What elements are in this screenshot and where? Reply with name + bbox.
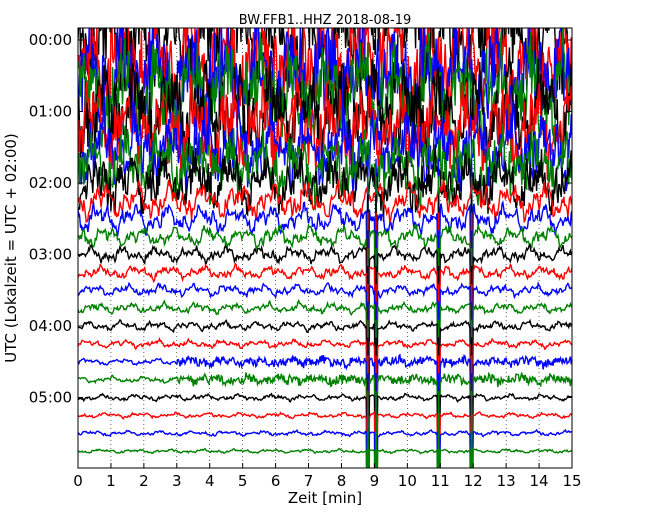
seismic-trace (78, 391, 572, 468)
seismic-trace (78, 373, 572, 468)
seismic-trace (78, 212, 572, 333)
x-tick-label: 6 (271, 472, 281, 490)
x-tick-label: 11 (431, 472, 450, 490)
y-tick-label: 04:00 (29, 317, 72, 335)
y-tick-label: 05:00 (29, 389, 72, 407)
x-tick-label: 13 (497, 472, 516, 490)
trace-group (78, 28, 572, 468)
x-tick-label: 14 (530, 472, 549, 490)
x-tick-label: 5 (238, 472, 248, 490)
x-tick-label: 10 (398, 472, 417, 490)
x-tick-label: 15 (562, 472, 581, 490)
seismic-trace (78, 265, 572, 387)
seismic-trace (78, 301, 572, 422)
seismic-trace (78, 355, 572, 468)
y-tick-label: 00:00 (29, 31, 72, 49)
seismic-trace (78, 337, 572, 458)
seismic-trace (78, 230, 572, 351)
x-tick-label: 12 (464, 472, 483, 490)
seismic-trace (78, 176, 572, 297)
x-tick-label: 3 (172, 472, 182, 490)
seismic-trace (78, 319, 572, 440)
y-tick-label: 03:00 (29, 246, 72, 264)
seismic-trace (78, 177, 572, 224)
seismic-trace (78, 74, 572, 182)
x-tick-label: 8 (337, 472, 347, 490)
y-tick-label: 01:00 (29, 103, 72, 121)
x-tick-label: 2 (139, 472, 149, 490)
plot-frame (77, 27, 573, 469)
y-axis-label: UTC (Lokalzeit = UTC + 02:00) (2, 133, 20, 363)
seismic-trace (78, 248, 572, 369)
y-tick-label: 02:00 (29, 174, 72, 192)
x-tick-label: 4 (205, 472, 215, 490)
x-tick-label: 7 (304, 472, 314, 490)
x-tick-label: 0 (73, 472, 83, 490)
seismic-trace (78, 158, 572, 279)
x-axis-label: Zeit [min] (288, 489, 362, 507)
x-tick-label: 9 (370, 472, 380, 490)
axis-ticks: 0 1 2 3 4 5 6 7 8 9 10 11 12 13 14 1500:0001:0002:0003:… (29, 28, 582, 490)
x-tick-label: 1 (106, 472, 116, 490)
seismic-trace (78, 28, 572, 163)
seismic-trace (78, 144, 572, 222)
seismic-trace (78, 194, 572, 315)
seismic-trace (78, 283, 572, 404)
chart-title: BW.FFB1..HHZ 2018-08-19 (239, 13, 412, 28)
